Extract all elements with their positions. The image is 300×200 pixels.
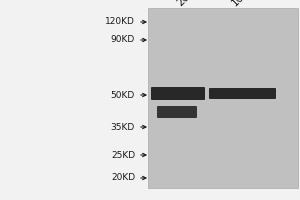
FancyBboxPatch shape — [209, 88, 276, 99]
Text: 90KD: 90KD — [111, 36, 135, 45]
FancyBboxPatch shape — [151, 87, 205, 100]
Text: 20ng: 20ng — [175, 0, 201, 8]
FancyBboxPatch shape — [157, 106, 197, 118]
Text: 25KD: 25KD — [111, 150, 135, 160]
Bar — [148, 8, 298, 188]
Text: 50KD: 50KD — [111, 90, 135, 99]
Text: 35KD: 35KD — [111, 122, 135, 132]
Text: 10ng: 10ng — [230, 0, 256, 8]
Text: 20KD: 20KD — [111, 173, 135, 182]
Text: 120KD: 120KD — [105, 18, 135, 26]
